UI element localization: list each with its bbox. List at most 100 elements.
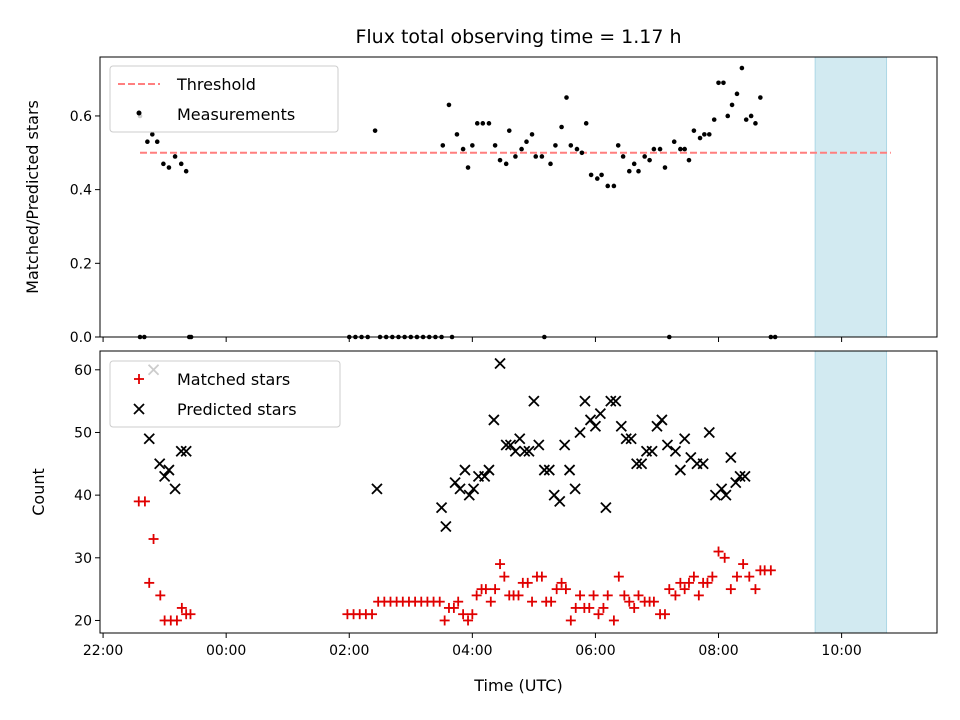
predicted-star-point — [467, 483, 480, 495]
matched-star-point — [499, 571, 510, 582]
matched-star-point — [750, 584, 761, 595]
chart-title: Flux total observing time = 1.17 h — [355, 26, 681, 48]
x-tick-label: 22:00 — [83, 643, 123, 659]
measurement-point — [753, 121, 758, 126]
top-y-tick-label: 0.2 — [70, 256, 92, 272]
matched-star-point — [546, 596, 557, 607]
matched-star-point — [688, 571, 699, 582]
predicted-star-point — [661, 439, 674, 451]
matched-star-point — [560, 584, 571, 595]
matched-star-point — [551, 584, 562, 595]
predicted-star-point — [163, 464, 175, 476]
matched-star-point — [598, 602, 609, 613]
predicted-star-point — [720, 489, 732, 501]
matched-star-point — [629, 602, 640, 613]
x-tick-label: 08:00 — [698, 643, 738, 659]
predicted-star-point — [569, 483, 581, 495]
legend-measurements-label: Measurements — [177, 105, 295, 124]
matched-star-point — [448, 602, 459, 613]
matched-star-point — [693, 590, 704, 601]
predicted-star-point — [646, 445, 658, 457]
measurement-point — [480, 121, 486, 126]
measurement-point — [620, 154, 626, 159]
measurement-point — [697, 135, 703, 141]
bottom-axes-frame — [99, 350, 938, 634]
highlight-span-bottom — [814, 350, 888, 634]
predicted-star-point — [479, 470, 491, 482]
predicted-star-point — [158, 470, 171, 482]
measurement-point — [524, 139, 529, 145]
matched-star-point — [584, 602, 595, 613]
predicted-star-point — [449, 476, 461, 489]
predicted-star-point — [584, 414, 597, 426]
predicted-star-point — [554, 495, 566, 508]
bottom-y-tick-label: 40 — [74, 488, 92, 504]
measurement-point — [682, 146, 687, 152]
bottom-y-tick-label: 50 — [74, 425, 92, 441]
measurement-point — [716, 80, 721, 86]
measurement-point — [583, 121, 589, 126]
matched-star-point — [171, 615, 182, 626]
matched-star-point — [713, 546, 724, 557]
predicted-star-point — [730, 476, 742, 489]
measurement-point — [172, 154, 178, 159]
predicted-star-point — [483, 464, 495, 476]
x-tick-label: 10:00 — [821, 643, 861, 659]
measurement-point — [725, 113, 731, 119]
measurement-point — [183, 168, 189, 174]
matched-star-point — [144, 577, 155, 588]
matched-star-point — [522, 577, 533, 588]
bottom-axes: 20 30 40 50 60 22:00 00:00 02:00 04:00 06:00 08:0… — [29, 350, 938, 695]
measurement-point — [636, 168, 641, 174]
predicted-star-point — [459, 464, 471, 476]
top-y-tick-label: 0.4 — [70, 183, 92, 199]
measurement-point — [642, 154, 647, 159]
bottom-y-ticks: 20 30 40 50 60 — [74, 363, 100, 629]
predicted-star-point — [154, 458, 166, 470]
predicted-star-point — [594, 408, 606, 420]
measurement-point — [588, 172, 594, 178]
measurement-point — [446, 102, 452, 108]
measurement-point — [651, 146, 657, 152]
matched-star-point — [556, 577, 567, 588]
predicted-star-point — [574, 426, 586, 439]
predicted-star-point — [625, 433, 637, 445]
legend-predicted-swatch — [133, 403, 145, 415]
predicted-star-point — [519, 445, 531, 457]
measurement-point — [611, 183, 617, 189]
measurement-point — [440, 143, 446, 148]
top-axes-frame — [99, 56, 938, 338]
measurement-point — [599, 172, 604, 178]
predicted-star-point — [669, 445, 682, 457]
measurement-point — [605, 183, 611, 189]
matched-star-point — [185, 609, 196, 620]
legend-measurements-swatch — [136, 110, 142, 116]
measurement-point — [465, 165, 471, 170]
predicted-star-point — [651, 420, 663, 432]
measurement-point — [748, 113, 754, 119]
matched-star-point — [725, 584, 736, 595]
predicted-star-point — [504, 439, 517, 451]
predicted-star-point — [494, 357, 506, 370]
matched-star-point — [439, 615, 450, 626]
predicted-star-point — [463, 489, 475, 501]
predicted-star-point — [563, 464, 576, 476]
measurement-point — [372, 128, 378, 133]
measurement-point — [626, 168, 632, 174]
matched-star-point — [536, 571, 547, 582]
predicted-star-point — [500, 439, 512, 451]
measurement-point — [657, 146, 663, 152]
bottom-y-tick-label: 20 — [74, 613, 92, 629]
matched-star-point — [707, 571, 718, 582]
measurement-point — [460, 146, 466, 152]
measurement-point — [615, 143, 621, 148]
predicted-star-point — [543, 464, 555, 476]
measurement-point — [594, 176, 600, 181]
measurement-point — [178, 161, 184, 167]
matched-star-point — [624, 596, 635, 607]
predicted-star-point — [488, 414, 500, 426]
matched-star-point — [593, 609, 604, 620]
matched-star-point — [765, 565, 776, 576]
predicted-star-point — [509, 445, 522, 457]
matched-star-point — [588, 590, 599, 601]
